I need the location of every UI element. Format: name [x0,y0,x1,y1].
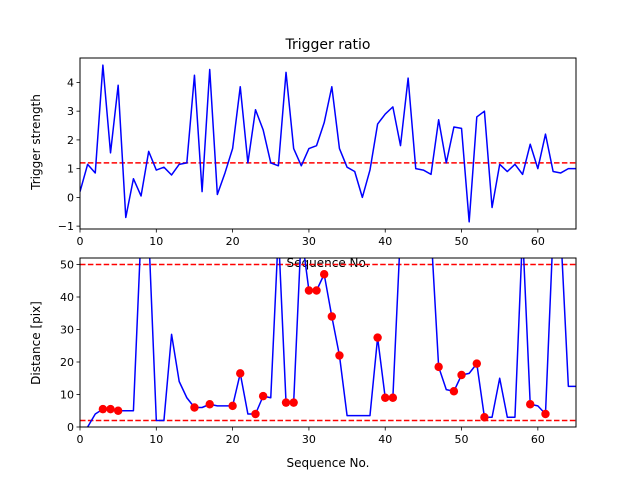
x-tick-label: 50 [455,433,469,446]
y-tick-label: 0 [67,191,74,204]
series-line [80,64,576,223]
x-tick-label: 20 [226,235,240,248]
x-tick-label: 30 [302,433,316,446]
data-point [312,286,321,295]
y-axis-label-bottom: Distance [pix] [29,301,43,385]
x-tick-label: 60 [531,235,545,248]
data-point [98,404,108,414]
chart-title: Trigger ratio [284,37,370,53]
x-tick-label: 30 [302,235,316,248]
data-point [541,409,550,419]
y-tick-label: 1 [67,163,74,176]
data-point [113,406,123,415]
x-tick-label: 40 [378,235,392,248]
y-tick-label: 2 [67,134,74,147]
data-point [526,400,535,409]
y-tick-label: 0 [67,421,74,434]
data-point [205,400,214,409]
y-tick-label: 30 [60,324,74,337]
y-tick-label: 3 [67,105,74,118]
y-tick-label: 20 [60,356,74,369]
y-axis-label-top: Trigger strength [29,94,43,191]
data-point [472,359,481,368]
x-tick-label: 60 [531,433,545,446]
data-point [381,393,390,402]
data-point [449,387,459,396]
data-point [388,393,398,402]
data-point [457,370,466,380]
distance-panel: 0 10 20 30 40 50 60 0 10 20 30 40 50 Sequence No. Di… [29,257,577,470]
axes-frame [79,57,577,230]
axes-frame [79,257,577,428]
y-tick-label: 50 [60,259,74,272]
x-tick-label: 10 [149,235,163,248]
x-tick-label: 0 [77,235,84,248]
data-point [327,312,337,321]
y-tick-label: 4 [67,76,74,89]
x-tick-label: 0 [77,433,84,446]
x-tick-label: 20 [226,433,240,446]
data-point [251,409,260,419]
data-point [228,401,237,411]
data-point [281,398,291,407]
x-tick-label: 40 [378,433,392,446]
data-point [190,403,199,412]
x-axis-label-bottom: Sequence No. [287,456,370,470]
plot-content [80,64,576,223]
data-point [289,398,298,407]
data-point [434,362,443,372]
plot-content [80,258,576,427]
data-point [106,404,115,414]
distance-plot-area: 0 10 20 30 40 50 60 0 10 20 30 40 50 [60,257,577,446]
data-point [236,369,245,378]
data-point [304,286,314,295]
data-point [480,413,489,422]
x-tick-label: 10 [149,433,163,446]
data-point [335,351,344,360]
y-tick-label: 40 [60,291,74,304]
x-axis-label-top: Sequence No. [287,256,370,270]
data-point [258,391,268,401]
y-tick-label: −1 [58,220,74,233]
data-point [373,333,382,342]
series-line [85,258,576,427]
y-tick-label: 10 [60,389,74,402]
x-tick-label: 50 [455,235,469,248]
data-point [319,270,329,279]
